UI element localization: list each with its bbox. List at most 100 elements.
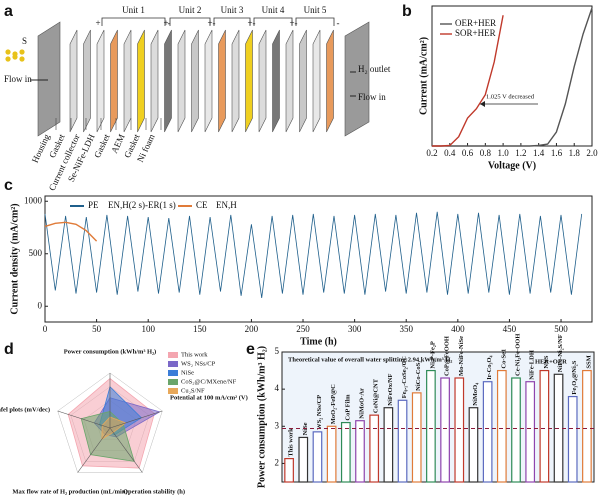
legend-label: This work — [181, 351, 208, 358]
housing-plate — [344, 21, 370, 137]
legend-swatch — [168, 361, 178, 367]
legend-label: NiSe — [181, 369, 194, 376]
bar — [426, 369, 436, 483]
category-label: NiFeOx/NF — [387, 374, 394, 406]
panel-label: a — [4, 3, 13, 20]
stack-layer — [191, 29, 199, 133]
bar — [567, 395, 578, 483]
bar — [284, 458, 294, 483]
legend-label: Cu₂S/NF — [181, 387, 205, 394]
category-label: This work — [288, 428, 295, 457]
x-tick-label: 450 — [503, 324, 517, 334]
bar — [340, 421, 351, 483]
group-label: HER+OER — [535, 358, 567, 365]
molecule-label: S — [22, 36, 27, 46]
stack-layer — [150, 29, 159, 133]
data-line — [432, 15, 504, 147]
legend-annotation: EN,H(2 s)-ER(1 s) — [108, 200, 176, 210]
minus-sign: - — [168, 18, 171, 28]
legend-label: OER+HER — [455, 18, 496, 28]
outlet-label: H₂ outlet — [358, 64, 391, 74]
unit-label: Unit 3 — [221, 5, 244, 15]
unit-label: Unit 5 — [304, 5, 327, 15]
y-tick-label: 500 — [29, 248, 43, 258]
bar — [468, 407, 479, 483]
axis-label: Operation stability (h) — [123, 488, 185, 495]
bar — [539, 369, 550, 483]
bar — [369, 414, 380, 483]
arrow-head — [480, 101, 485, 107]
category-label: WS₂ NSs/CP — [316, 395, 323, 430]
radar-axis — [77, 427, 111, 473]
stack-layer — [312, 29, 321, 133]
legend-annotation: EN,H — [216, 200, 237, 210]
radar-grid — [57, 372, 163, 473]
bar — [582, 369, 592, 483]
stack-layer — [218, 29, 226, 133]
stack-layer — [326, 29, 334, 133]
x-tick-label: 150 — [193, 324, 207, 334]
bar — [511, 377, 521, 483]
category-label: Fe₀.₁-CoSe₂/CC — [401, 356, 408, 398]
sulfur-atom — [19, 49, 25, 55]
y-axis-label: Current density (mA/cm²) — [9, 203, 20, 314]
category-label: NiFe-LDH — [529, 350, 536, 380]
bar — [312, 431, 323, 483]
x-axis-label: Voltage (V) — [488, 160, 536, 171]
plus-sign: + — [207, 18, 212, 28]
legend-swatch — [168, 379, 178, 385]
y-axis-label: Current (mA/cm²) — [418, 37, 429, 115]
stack-layer — [96, 29, 105, 133]
bar — [355, 420, 365, 483]
inlet-label: Flow in — [4, 74, 32, 84]
category-label: NiMoO₄ — [472, 383, 479, 406]
bar — [496, 369, 507, 483]
stack-layer — [285, 29, 294, 133]
panel-label: c — [4, 177, 13, 194]
bar — [454, 377, 465, 483]
y-tick-label: 2 — [275, 457, 280, 467]
unit-bracket — [101, 17, 166, 26]
axis-label: Power consumption (kWh/m³ H₂) — [64, 348, 156, 355]
radar-axis — [109, 410, 163, 429]
legend-swatch — [168, 388, 178, 394]
legend-label: PE — [88, 200, 99, 210]
legend-label: CoS₂@C/MXene/NF — [181, 378, 237, 385]
x-tick-label: 1.2 — [515, 148, 526, 158]
x-tick-label: 100 — [141, 324, 155, 334]
legend-swatch — [168, 352, 178, 358]
category-label: Fe₃O₄@Ni₂S — [571, 360, 578, 394]
category-label: NNS — [543, 355, 550, 368]
x-tick-label: 0.2 — [426, 148, 437, 158]
data-line — [44, 211, 583, 298]
bar — [383, 407, 394, 483]
x-tick-label: 0.8 — [480, 148, 492, 158]
x-tick-label: 300 — [348, 324, 362, 334]
stack-layer — [137, 29, 145, 133]
category-label: SSM — [585, 355, 592, 368]
axis-label: Tafel plots (mV/dec) — [0, 406, 50, 413]
plus-sign: + — [95, 18, 100, 28]
bar — [440, 377, 450, 483]
x-tick-label: 1.0 — [497, 148, 509, 158]
category-label: MoO₂-FeP@C — [330, 384, 337, 424]
x-axis-label: Time (h) — [300, 336, 337, 347]
unit-bracket — [169, 17, 211, 26]
category-label: CoP Film — [344, 394, 351, 421]
bar — [525, 381, 536, 483]
category-label: Mo-NiFe-NiSe — [458, 336, 465, 376]
stack-layer — [69, 29, 78, 133]
category-label: NiCo-CoS₂ — [415, 361, 422, 391]
panel-label: d — [4, 341, 14, 358]
data-line — [432, 7, 593, 147]
stack-layer — [83, 29, 91, 133]
sulfur-atom — [5, 49, 11, 55]
category-label: Ce-Ni₂Fe-OOH — [514, 334, 521, 376]
panel-label: b — [402, 3, 412, 20]
x-tick-label: 500 — [554, 324, 568, 334]
plus-sign: + — [247, 18, 252, 28]
x-tick-label: 0 — [43, 324, 48, 334]
category-label: Ir-Co₃O₄ — [486, 355, 493, 379]
minus-sign: - — [337, 18, 340, 28]
